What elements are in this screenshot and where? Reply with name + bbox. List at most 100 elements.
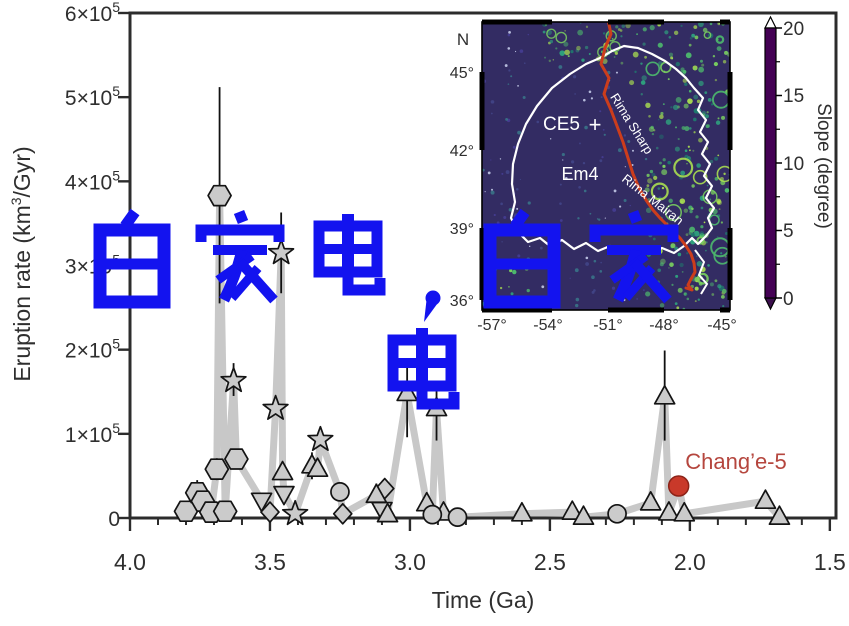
map-speckle [522,95,526,99]
y-tick-label: 4×105 [65,167,120,194]
marker-triangle-up [653,384,676,405]
map-speckle [509,269,513,273]
map-speckle [593,259,597,263]
y-tick-label: 6×105 [65,0,120,26]
map-speckle [660,111,664,116]
map-speckle [644,55,647,59]
map-speckle [689,149,691,152]
map-speckle [694,300,697,303]
watermark-char [483,208,561,309]
map-speckle [614,51,618,55]
map-speckle [705,114,709,119]
crater-ring [713,246,730,265]
map-speckle [670,56,674,60]
map-speckle [620,61,624,65]
map-speckle [717,117,720,120]
map-speckle [653,175,658,180]
map-speckle [702,27,708,33]
map-speckle [490,112,493,115]
watermark-stroke [387,334,457,392]
map-speckle [659,134,664,140]
map-speckle [501,172,504,175]
crater-ring [703,31,712,40]
colorbar-top-arrow [764,15,777,29]
map-speckle [562,159,564,161]
map-speckle [665,119,672,125]
map-speckle [711,103,714,106]
map-speckle [565,176,568,180]
crater-ring [664,203,682,222]
map-speckle [716,199,722,206]
map-speckle [704,91,708,95]
map-speckle [707,264,710,267]
map-speckle [667,160,671,165]
map-speckle [659,114,664,120]
map-speckle [583,189,587,193]
marker-triangle-up [768,505,791,526]
map-speckle [527,33,530,36]
x-tick-label: 3.0 [394,549,426,575]
map-speckle [677,137,680,141]
map-speckle [693,94,699,100]
map-speckle [607,46,610,49]
map-speckle [701,63,705,67]
map-frame [481,21,731,311]
map-speckle [659,161,662,165]
boundary-fragment [694,249,709,295]
lon-tick-label: -45° [707,317,737,334]
map-speckle [670,106,673,109]
map-speckle [667,78,670,81]
map-speckle [690,232,696,238]
crater-ring [546,28,557,39]
map-speckle [484,191,486,193]
map-speckle [508,207,513,212]
map-speckle [726,52,730,57]
map-speckle [684,126,690,132]
map-speckle [714,279,718,283]
map-speckle [574,268,579,273]
map-speckle [636,33,638,36]
colorbar-tick-label: 20 [783,19,804,40]
map-speckle [493,213,496,217]
map-speckle [668,267,670,269]
map-speckle [496,221,500,225]
map-speckle [549,39,554,44]
map-speckle [487,171,491,175]
map-speckle [697,298,701,301]
map-speckle [721,115,726,120]
marker-triangle-up [639,491,662,511]
map-speckle [570,49,574,54]
map-speckle [514,50,517,53]
watermark-comma [424,296,440,322]
map-speckle [491,188,494,191]
watermark-char [424,290,441,322]
map-speckle [577,29,584,36]
map-speckle [724,188,730,193]
map-speckle [634,70,637,74]
watermark-stroke [233,209,249,225]
map-speckle [552,59,555,61]
map-speckle [715,120,721,125]
map-speckle [679,262,684,268]
map-speckle [698,66,705,73]
map-speckle [680,170,686,176]
watermark-char [589,209,679,304]
map-speckle [536,120,540,124]
map-speckle [490,190,495,195]
map-speckle [623,134,627,137]
map-speckle [584,125,588,130]
marker-triangle-up [376,502,399,523]
map-speckle [724,255,727,258]
watermark [93,208,679,410]
y-tick-label: 1×105 [65,420,120,447]
map-speckle [705,241,708,244]
marker-hexagon [207,184,232,207]
map-speckle [709,159,714,164]
map-speckle [706,184,709,187]
map-speckle [677,287,683,293]
map-speckle [611,286,616,290]
map-speckle [700,225,704,229]
map-speckle [718,208,721,211]
marker-triangle-up [271,460,294,481]
